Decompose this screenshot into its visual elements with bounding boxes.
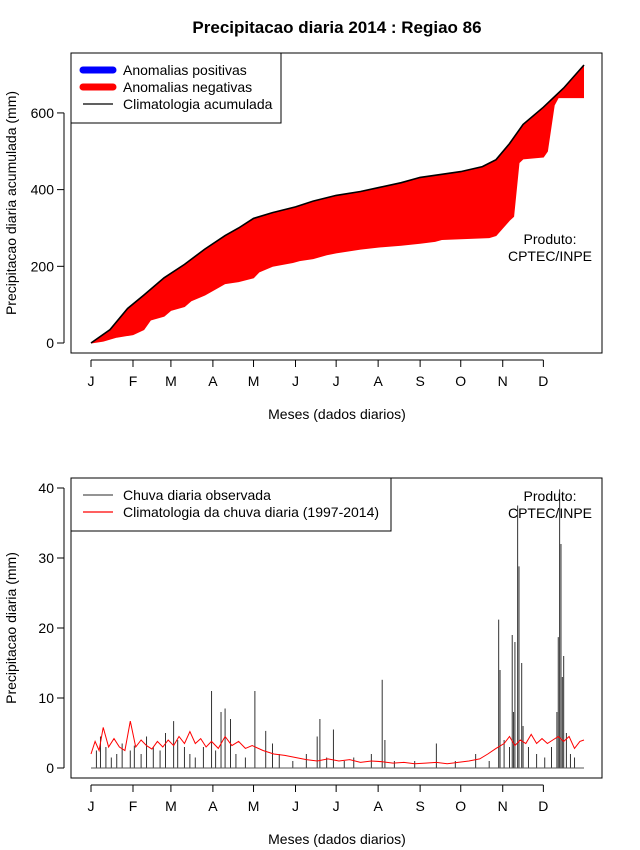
x-tick-label: J	[333, 798, 340, 814]
x-tick-label: M	[248, 798, 260, 814]
x-tick-label: J	[88, 373, 95, 389]
x-tick-label: A	[208, 798, 218, 814]
legend-label: Anomalias negativas	[123, 79, 252, 95]
x-tick-label: N	[498, 798, 508, 814]
x-tick-label: S	[415, 798, 424, 814]
x-tick-label: M	[165, 798, 177, 814]
y-tick-label: 40	[38, 480, 54, 496]
x-tick-label: A	[208, 373, 218, 389]
legend-label: Climatologia acumulada	[123, 96, 273, 112]
legend-label: Climatologia da chuva diaria (1997-2014)	[123, 504, 379, 520]
y-tick-label: 600	[31, 105, 55, 121]
legend-box	[70, 477, 392, 532]
product-label-line: CPTEC/INPE	[508, 505, 592, 521]
y-axis-title: Precipitacao diaria acumulada (mm)	[3, 91, 19, 315]
x-tick-label: F	[129, 373, 138, 389]
x-tick-label: J	[292, 798, 299, 814]
product-label-line: Produto:	[524, 231, 577, 247]
x-tick-label: S	[415, 373, 424, 389]
y-axis-title: Precipitacao diaria (mm)	[3, 552, 19, 704]
y-tick-label: 0	[46, 760, 54, 776]
daily-precipitation-panel: 0 10 20 30 40 J F M A M J J A S O N D Meses (dados diario…	[3, 477, 603, 847]
product-label-line: CPTEC/INPE	[508, 248, 592, 264]
x-tick-label: A	[373, 798, 383, 814]
y-tick-label: 10	[38, 690, 54, 706]
observed-accumulated-line	[90, 97, 584, 344]
product-label: Produto: CPTEC/INPE	[508, 488, 592, 521]
accumulated-precipitation-panel: 0 200 400 600 J F M A M J J A S O N D Meses (dados diari…	[3, 52, 603, 422]
x-axis-title: Meses (dados diarios)	[268, 831, 406, 847]
x-tick-label: J	[292, 373, 299, 389]
y-tick-label: 30	[38, 550, 54, 566]
chart-title: Precipitacao diaria 2014 : Regiao 86	[192, 18, 481, 37]
x-tick-label: D	[538, 373, 548, 389]
x-tick-label: J	[333, 373, 340, 389]
y-tick-label: 0	[46, 335, 54, 351]
x-tick-label: F	[129, 798, 138, 814]
climatology-daily-line	[90, 720, 585, 765]
x-tick-label: A	[373, 373, 383, 389]
y-tick-label: 200	[31, 258, 55, 274]
product-label-line: Produto:	[524, 488, 577, 504]
x-tick-label: J	[88, 798, 95, 814]
product-label: Produto: CPTEC/INPE	[508, 231, 592, 264]
x-tick-label: O	[455, 798, 466, 814]
plot-frame	[70, 52, 603, 354]
climatology-accumulated-line	[90, 64, 585, 344]
legend-label: Chuva diaria observada	[123, 487, 271, 503]
x-axis-title: Meses (dados diarios)	[268, 406, 406, 422]
negative-anomaly-area	[91, 65, 584, 343]
x-tick-label: M	[165, 373, 177, 389]
y-tick-label: 20	[38, 620, 54, 636]
x-tick-label: N	[498, 373, 508, 389]
x-tick-label: O	[455, 373, 466, 389]
x-tick-label: D	[538, 798, 548, 814]
y-tick-label: 400	[31, 182, 55, 198]
legend-label: Anomalias positivas	[123, 62, 247, 78]
x-tick-label: M	[248, 373, 260, 389]
